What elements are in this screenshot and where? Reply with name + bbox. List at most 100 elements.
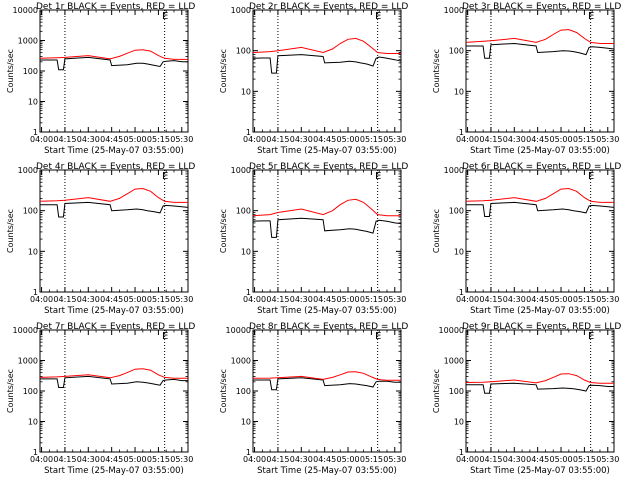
- x-tick-label: 04:00: [456, 135, 479, 144]
- x-tick-label: 04:45: [100, 295, 123, 304]
- x-tick-label: 04:45: [313, 135, 336, 144]
- x-tick-label: 04:15: [53, 135, 76, 144]
- y-tick-label: 100: [449, 47, 464, 56]
- y-axis-label: Counts/sec: [432, 369, 441, 413]
- plot-frame: [40, 170, 188, 292]
- plot-frame: [466, 330, 614, 452]
- x-tick-label: 04:45: [313, 295, 336, 304]
- chart-title: Det 8r BLACK = Events, RED = LLD: [249, 322, 408, 332]
- x-tick-label: 04:45: [313, 455, 336, 464]
- x-tick-label: 04:30: [77, 455, 100, 464]
- series-line-lld: [466, 189, 614, 203]
- x-tick-label: 05:30: [170, 135, 193, 144]
- x-tick-label: 04:00: [456, 455, 479, 464]
- x-tick-label: 05:00: [124, 135, 147, 144]
- x-tick-label: 05:15: [360, 295, 383, 304]
- series-line-lld: [466, 374, 614, 384]
- series-line-events: [40, 202, 188, 217]
- y-tick-label: 1000: [444, 166, 464, 175]
- x-tick-label: 05:30: [383, 295, 406, 304]
- plot-frame: [253, 330, 401, 452]
- series-line-events: [253, 55, 401, 74]
- e-marker: E: [162, 171, 168, 182]
- x-tick-label: 04:15: [479, 135, 502, 144]
- chart-title: Det 4r BLACK = Events, RED = LLD: [36, 162, 195, 172]
- x-tick-label: 05:15: [573, 135, 596, 144]
- y-axis-label: Counts/sec: [219, 369, 228, 413]
- x-tick-label: 04:15: [266, 455, 289, 464]
- y-tick-label: 100: [236, 387, 251, 396]
- y-tick-label: 10: [28, 247, 38, 256]
- e-marker: E: [588, 171, 594, 182]
- x-tick-label: 05:30: [170, 295, 193, 304]
- x-tick-label: 05:30: [596, 295, 619, 304]
- x-axis-label: Start Time (25-May-07 03:55:00): [44, 306, 184, 316]
- e-marker: E: [375, 331, 381, 342]
- y-tick-label: 10: [454, 418, 464, 427]
- x-tick-label: 04:15: [266, 295, 289, 304]
- y-tick-label: 100: [23, 67, 38, 76]
- x-tick-label: 05:30: [596, 135, 619, 144]
- y-tick-label: 100: [236, 207, 251, 216]
- y-tick-label: 10: [454, 247, 464, 256]
- y-axis-label: Counts/sec: [6, 369, 15, 413]
- x-tick-label: 04:45: [526, 295, 549, 304]
- y-tick-label: 10: [241, 418, 251, 427]
- e-marker: E: [375, 11, 381, 22]
- series-line-events: [40, 376, 188, 387]
- chart-panel-9: Det 9r BLACK = Events, RED = LLDE1101001…: [432, 322, 621, 476]
- chart-panel-7: Det 7r BLACK = Events, RED = LLDE1101001…: [6, 322, 195, 476]
- x-tick-label: 04:00: [243, 455, 266, 464]
- series-line-lld: [40, 50, 188, 60]
- x-tick-label: 05:00: [337, 135, 360, 144]
- x-axis-label: Start Time (25-May-07 03:55:00): [257, 306, 397, 316]
- x-tick-label: 04:30: [503, 135, 526, 144]
- chart-title: Det 2r BLACK = Events, RED = LLD: [249, 2, 408, 12]
- x-tick-label: 04:30: [77, 135, 100, 144]
- y-tick-label: 10: [454, 87, 464, 96]
- e-marker: E: [375, 171, 381, 182]
- x-tick-label: 05:15: [147, 135, 170, 144]
- x-tick-label: 05:00: [337, 295, 360, 304]
- x-tick-label: 04:15: [53, 455, 76, 464]
- chart-title: Det 7r BLACK = Events, RED = LLD: [36, 322, 195, 332]
- x-axis-label: Start Time (25-May-07 03:55:00): [257, 146, 397, 156]
- x-axis-label: Start Time (25-May-07 03:55:00): [257, 466, 397, 476]
- e-marker: E: [162, 331, 168, 342]
- plot-frame: [466, 170, 614, 292]
- x-axis-label: Start Time (25-May-07 03:55:00): [470, 146, 610, 156]
- x-tick-label: 05:15: [360, 135, 383, 144]
- series-line-events: [40, 57, 188, 69]
- x-tick-label: 05:00: [124, 295, 147, 304]
- x-tick-label: 04:30: [290, 295, 313, 304]
- e-marker: E: [588, 331, 594, 342]
- x-tick-label: 05:00: [550, 295, 573, 304]
- plot-frame: [40, 330, 188, 452]
- y-axis-label: Counts/sec: [432, 49, 441, 93]
- y-axis-label: Counts/sec: [219, 49, 228, 93]
- y-tick-label: 10: [28, 98, 38, 107]
- x-tick-label: 04:00: [456, 295, 479, 304]
- x-axis-label: Start Time (25-May-07 03:55:00): [470, 466, 610, 476]
- plot-frame: [40, 10, 188, 132]
- x-tick-label: 05:00: [550, 135, 573, 144]
- y-tick-label: 1000: [444, 357, 464, 366]
- x-tick-label: 04:30: [290, 455, 313, 464]
- x-tick-label: 05:30: [383, 135, 406, 144]
- y-tick-label: 10000: [13, 326, 38, 335]
- x-tick-label: 04:30: [290, 135, 313, 144]
- plot-frame: [253, 10, 401, 132]
- x-tick-label: 04:15: [266, 135, 289, 144]
- x-tick-label: 05:00: [124, 455, 147, 464]
- x-tick-label: 04:15: [53, 295, 76, 304]
- y-tick-label: 10: [28, 418, 38, 427]
- series-line-lld: [466, 30, 614, 44]
- x-tick-label: 05:30: [596, 455, 619, 464]
- y-tick-label: 1000: [18, 166, 38, 175]
